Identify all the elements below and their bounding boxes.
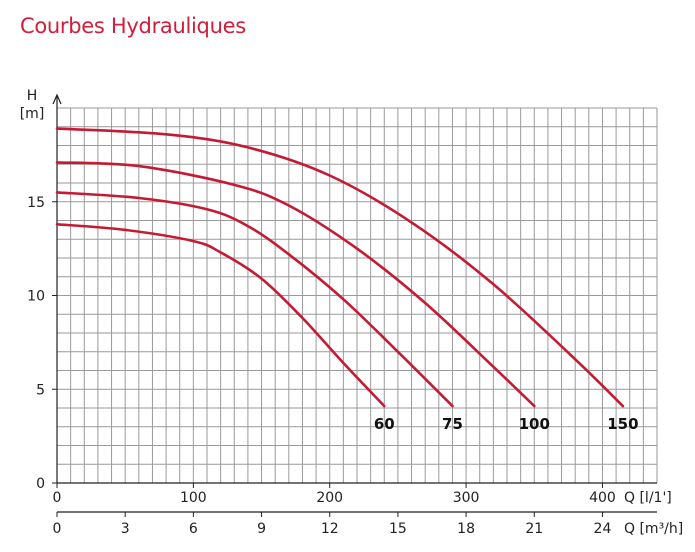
- x-secondary-axis-label: Q [m³/h]: [624, 521, 683, 537]
- y-tick-label: 0: [36, 476, 45, 492]
- series-line-75: [55, 191, 454, 408]
- x-secondary-tick-label: 15: [389, 521, 407, 537]
- y-tick-label: 5: [36, 382, 45, 398]
- x-secondary-tick-label: 24: [594, 521, 612, 537]
- x-secondary-tick-label: 18: [457, 521, 475, 537]
- x-axis-label: Q [l/1']: [624, 490, 672, 506]
- x-tick-label: 400: [589, 490, 616, 506]
- series-line-100: [55, 161, 536, 408]
- x-secondary-tick-label: 3: [121, 521, 130, 537]
- curves-layer: [55, 127, 625, 408]
- y-tick-label: 10: [27, 289, 45, 305]
- y-axis-unit: [m]: [20, 106, 45, 122]
- series-label-75: 75: [442, 415, 463, 433]
- x-tick-label: 100: [180, 490, 207, 506]
- page-title: Courbes Hydrauliques: [20, 14, 246, 38]
- chart-axes: [52, 93, 657, 517]
- x-tick-label: 0: [53, 490, 62, 506]
- x-secondary-tick-label: 12: [321, 521, 339, 537]
- y-tick-label: 15: [27, 195, 45, 211]
- labels-layer: 0 5 10 15 H [m] 0 100 200 300 400 Q [l/1'] 0 3 6 9 12 15 1…: [20, 88, 684, 537]
- series-line-60: [55, 223, 386, 408]
- chart-grid: [57, 107, 658, 483]
- x-secondary-tick-label: 6: [189, 521, 198, 537]
- y-axis-arrow: [52, 93, 62, 105]
- x-tick-label: 300: [453, 490, 480, 506]
- series-label-100: 100: [519, 415, 550, 433]
- x-secondary-tick-label: 9: [257, 521, 266, 537]
- x-tick-label: 200: [316, 490, 343, 506]
- series-label-60: 60: [374, 415, 395, 433]
- y-axis-label: H: [27, 88, 38, 104]
- series-label-150: 150: [607, 415, 638, 433]
- series-line-150: [55, 127, 625, 408]
- x-secondary-tick-label: 0: [53, 521, 62, 537]
- x-secondary-tick-label: 21: [525, 521, 543, 537]
